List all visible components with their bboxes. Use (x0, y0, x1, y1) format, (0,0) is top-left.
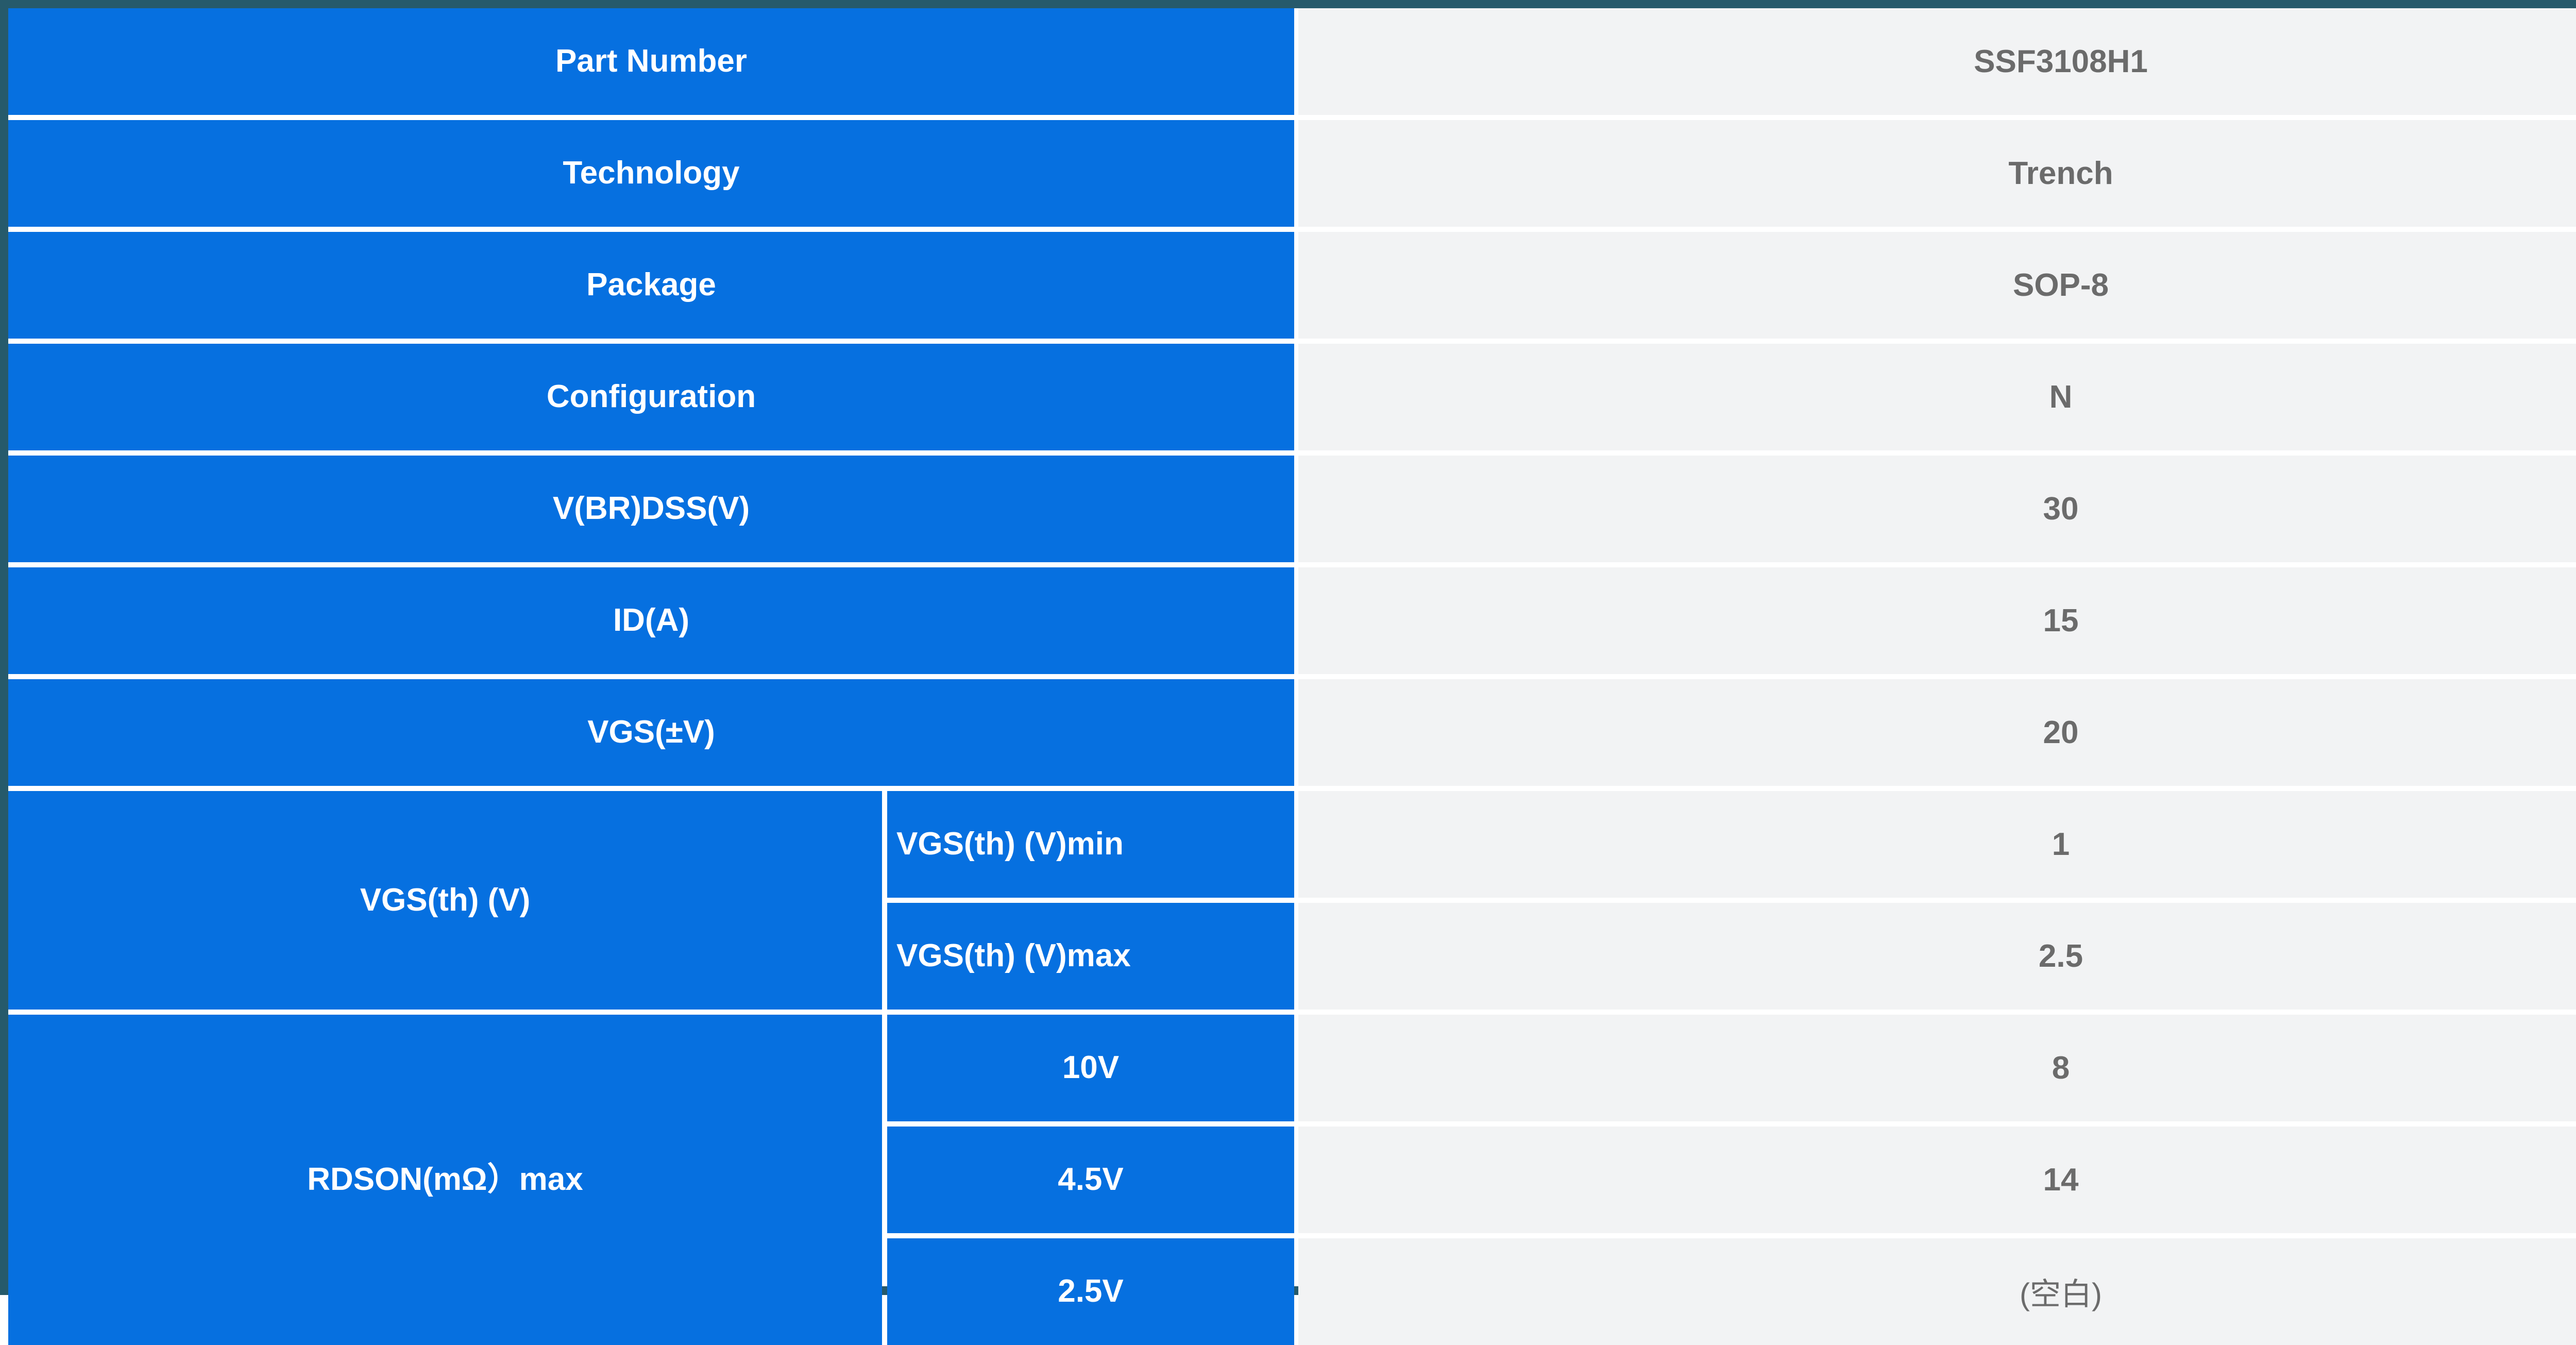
spec-sublabel-rdson-10v: 10V (887, 1015, 1294, 1121)
spec-sublabel-rdson-4p5v: 4.5V (887, 1127, 1294, 1233)
spec-label-vbrdss: V(BR)DSS(V) (8, 456, 1294, 562)
spec-sublabel-rdson-2p5v: 2.5V (887, 1238, 1294, 1345)
table-group-body: 10V 8 4.5V 14 2.5V (空白) (887, 1015, 2576, 1345)
table-row: 2.5V (空白) (887, 1238, 2576, 1345)
spec-value-vgs-th-min: 1 (1298, 791, 2576, 898)
table-row: VGS(th) (V)max 2.5 (887, 903, 2576, 1010)
spec-sublabel-vgs-th-max: VGS(th) (V)max (887, 903, 1294, 1010)
spec-label-part-number: Part Number (8, 8, 1294, 115)
spec-value-vgs: 20 (1298, 679, 2576, 786)
table-row: Part Number SSF3108H1 (8, 8, 2576, 115)
table-row: 4.5V 14 (887, 1127, 2576, 1233)
spec-label-vgs-th: VGS(th) (V) (8, 791, 882, 1010)
spec-label-rdson: RDSON(mΩ）max (8, 1015, 882, 1345)
spec-label-configuration: Configuration (8, 344, 1294, 450)
spec-value-technology: Trench (1298, 120, 2576, 227)
table-group-vgs-th: VGS(th) (V) VGS(th) (V)min 1 VGS(th) (V)… (8, 791, 2576, 1010)
spec-label-package: Package (8, 232, 1294, 339)
specification-table: Part Number SSF3108H1 Technology Trench … (8, 8, 2576, 1345)
spec-label-vgs: VGS(±V) (8, 679, 1294, 786)
table-row: 10V 8 (887, 1015, 2576, 1121)
spec-value-package: SOP-8 (1298, 232, 2576, 339)
spec-value-id: 15 (1298, 567, 2576, 674)
spec-value-rdson-4p5v: 14 (1298, 1127, 2576, 1233)
spec-value-configuration: N (1298, 344, 2576, 450)
spec-label-technology: Technology (8, 120, 1294, 227)
table-group-body: VGS(th) (V)min 1 VGS(th) (V)max 2.5 (887, 791, 2576, 1010)
spec-sublabel-vgs-th-min: VGS(th) (V)min (887, 791, 1294, 898)
table-row: ID(A) 15 (8, 567, 2576, 674)
table-group-rdson: RDSON(mΩ）max 10V 8 4.5V 14 2.5V (空白) (8, 1015, 2576, 1345)
spec-value-vbrdss: 30 (1298, 456, 2576, 562)
table-row: V(BR)DSS(V) 30 (8, 456, 2576, 562)
table-row: VGS(th) (V)min 1 (887, 791, 2576, 898)
table-row: Technology Trench (8, 120, 2576, 227)
table-row: VGS(±V) 20 (8, 679, 2576, 786)
spec-value-rdson-2p5v: (空白) (1298, 1238, 2576, 1345)
table-row: Package SOP-8 (8, 232, 2576, 339)
spec-label-id: ID(A) (8, 567, 1294, 674)
spec-value-part-number: SSF3108H1 (1298, 8, 2576, 115)
spec-value-rdson-10v: 8 (1298, 1015, 2576, 1121)
spec-value-vgs-th-max: 2.5 (1298, 903, 2576, 1010)
table-row: Configuration N (8, 344, 2576, 450)
